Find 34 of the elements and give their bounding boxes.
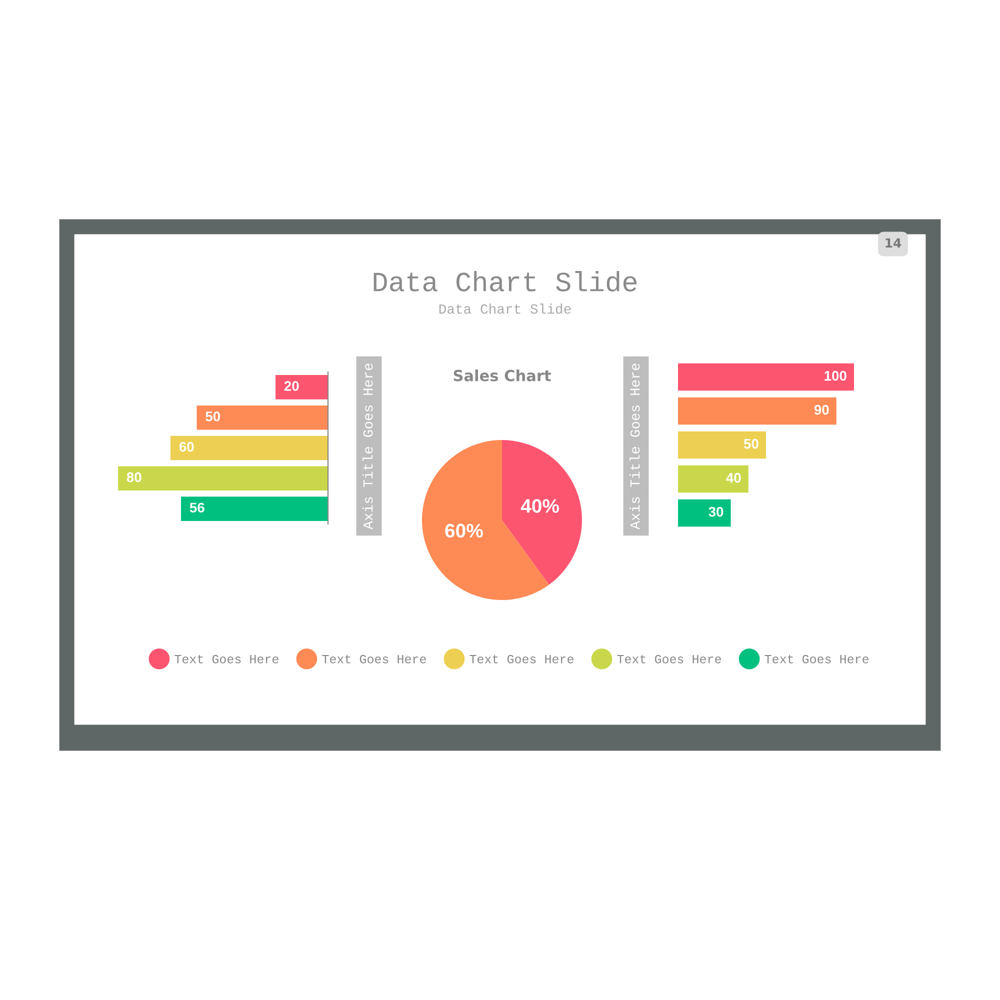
data-label: 40% (520, 499, 559, 513)
text: Data Chart Slide (374, 271, 637, 292)
text: 14 (886, 238, 902, 248)
data-label: 20 (284, 381, 299, 391)
data-label: 40 (726, 472, 741, 483)
bar (678, 397, 836, 425)
data-label: 50 (744, 438, 758, 449)
y-axis-title: Axis Title Goes Here (630, 364, 640, 530)
bar (181, 496, 328, 521)
legend-label: Text Goes Here (617, 654, 721, 664)
data-label: 80 (126, 472, 142, 482)
data-label: 60% (445, 524, 483, 538)
bar (196, 405, 328, 430)
legend-label: Text Goes Here (322, 654, 426, 664)
y-axis-title: Axis Title Goes Here (362, 364, 373, 530)
data-label: 30 (708, 506, 724, 517)
bar (170, 436, 328, 460)
legend-label: Text Goes Here (174, 654, 278, 664)
legend-label: Text Goes Here (764, 654, 868, 664)
bar (678, 465, 748, 493)
data-label: 100 (824, 370, 846, 381)
chart-title: Sales Chart (454, 370, 551, 382)
data-label: 56 (190, 502, 204, 513)
data-label: 60 (179, 442, 194, 452)
legend-label: Text Goes Here (470, 654, 574, 664)
pie-slice (502, 440, 582, 585)
data-label: 90 (814, 404, 829, 415)
bar (118, 466, 328, 491)
bar (678, 363, 854, 391)
text: Data Chart Slide (439, 304, 571, 314)
bar (276, 375, 328, 400)
data-label: 50 (206, 411, 220, 422)
bar (678, 499, 731, 527)
bar (678, 431, 766, 459)
